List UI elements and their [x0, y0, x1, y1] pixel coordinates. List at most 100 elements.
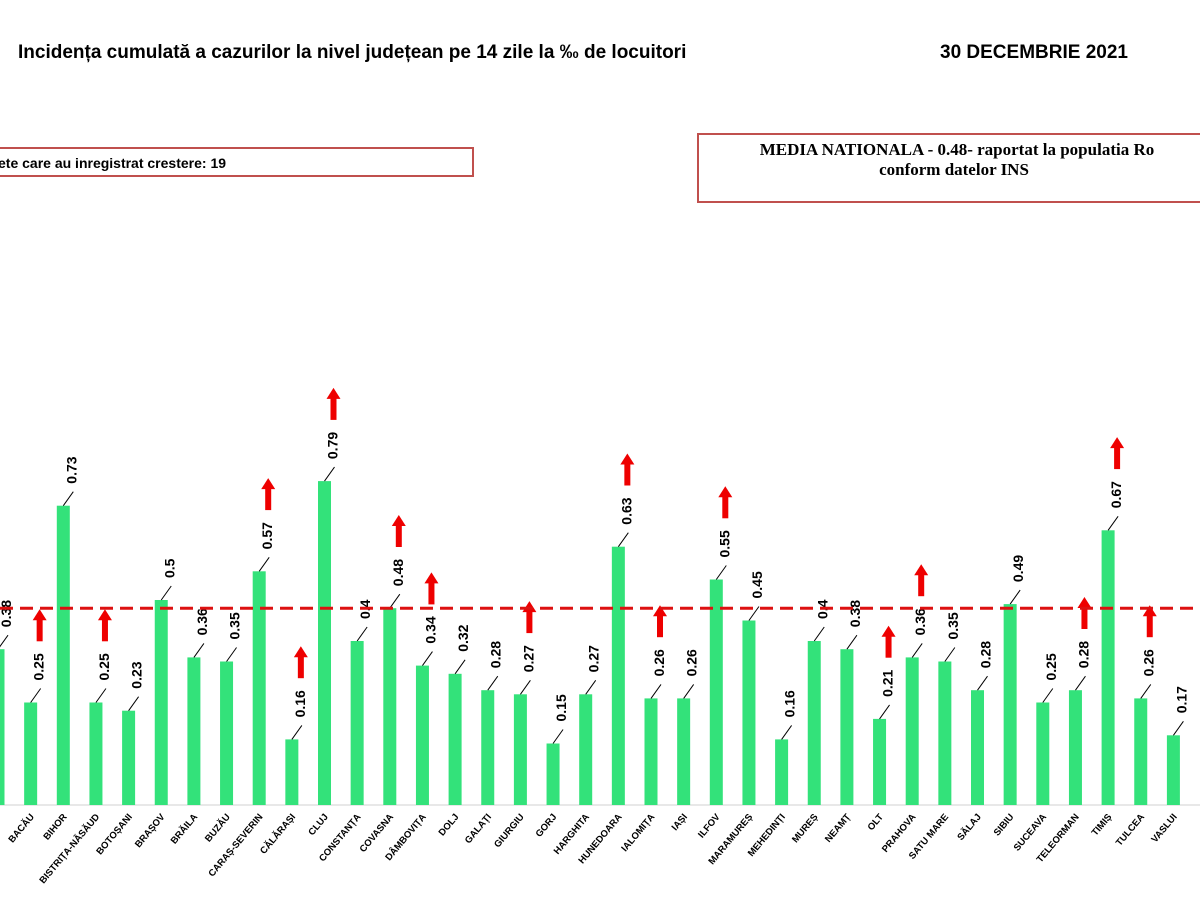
category-label-1: BACĂU: [6, 812, 37, 845]
leader-line-17: [552, 729, 564, 744]
category-label-17: GORJ: [534, 812, 560, 840]
leader-line-8: [258, 557, 270, 572]
leader-line-36: [1172, 721, 1184, 736]
value-label-30: 0.28: [978, 641, 994, 668]
leader-line-18: [585, 680, 597, 695]
value-label-35: 0.26: [1141, 649, 1157, 676]
increase-arrow-head-20: [653, 605, 667, 617]
value-label-32: 0.25: [1043, 653, 1059, 680]
bar-12: [383, 608, 397, 805]
category-label-31: SIBIU: [992, 812, 1017, 839]
increase-arrow-head-35: [1142, 605, 1157, 617]
leader-line-10: [324, 466, 335, 482]
increase-arrow-shaft-28: [918, 574, 925, 597]
bar-11: [350, 641, 364, 805]
value-label-34: 0.67: [1108, 481, 1124, 508]
bar-31: [1003, 604, 1017, 805]
value-label-15: 0.28: [488, 641, 504, 668]
leader-line-3: [95, 688, 107, 703]
category-label-5: BRAȘOV: [133, 811, 168, 850]
increase-arrow-shaft-34: [1114, 447, 1121, 470]
leader-line-14: [454, 659, 466, 675]
increase-arrow-shaft-1: [36, 619, 43, 642]
leader-line-5: [160, 585, 172, 601]
value-label-4: 0.23: [129, 661, 145, 688]
increase-arrow-shaft-9: [297, 656, 304, 679]
chart-title: Incidența cumulată a cazurilor la nivel …: [18, 42, 687, 63]
increase-arrow-head-27: [881, 625, 896, 637]
bar-25: [807, 641, 821, 805]
bar-34: [1101, 530, 1115, 805]
bar-23: [742, 620, 756, 805]
category-label-16: GIURGIU: [492, 812, 527, 850]
increase-arrow-shaft-16: [526, 611, 533, 634]
leader-line-12: [389, 593, 401, 609]
category-label-7: BUZĂU: [203, 812, 233, 845]
leader-line-26: [846, 634, 858, 650]
bar-29: [938, 661, 952, 805]
national-average-box: MEDIA NATIONALA - 0.48- raportat la popu…: [697, 133, 1200, 203]
leader-line-15: [487, 675, 499, 691]
increase-arrow-shaft-20: [657, 615, 663, 638]
leader-line-22: [715, 565, 727, 580]
bar-36: [1166, 735, 1180, 805]
category-label-35: TULCEA: [1114, 812, 1147, 849]
increase-arrow-head-8: [261, 478, 276, 490]
increase-arrow-head-19: [620, 453, 635, 465]
leader-line-25: [813, 626, 825, 642]
value-label-0: 0.38: [0, 600, 14, 627]
value-label-19: 0.63: [618, 497, 634, 524]
value-label-3: 0.25: [96, 653, 112, 680]
leader-line-27: [879, 704, 890, 720]
bar-24: [775, 739, 789, 805]
bar-33: [1068, 690, 1082, 805]
increase-arrow-shaft-12: [395, 525, 402, 547]
report-date: 30 DECEMBRIE 2021: [940, 42, 1128, 63]
bar-17: [546, 743, 560, 805]
increase-arrow-shaft-3: [101, 619, 108, 642]
bar-1: [24, 702, 38, 805]
leader-line-1: [30, 688, 42, 703]
increase-arrow-head-12: [391, 515, 406, 526]
leader-line-30: [977, 675, 988, 691]
category-label-36: VASLUI: [1149, 812, 1179, 845]
value-label-21: 0.26: [684, 649, 700, 676]
increase-arrow-shaft-13: [428, 582, 435, 605]
category-label-22: ILFOV: [696, 811, 723, 840]
increase-arrow-head-9: [293, 646, 308, 658]
leader-line-32: [1042, 688, 1054, 703]
bar-6: [187, 657, 201, 805]
leader-line-2: [62, 491, 74, 506]
increase-arrow-shaft-8: [265, 488, 272, 511]
bar-3: [89, 702, 103, 805]
value-label-23: 0.45: [749, 571, 765, 598]
category-label-6: BRĂILA: [169, 812, 201, 847]
category-label-15: GALAȚI: [463, 812, 494, 846]
value-label-28: 0.36: [912, 608, 928, 635]
category-label-25: MUREȘ: [790, 812, 820, 845]
increase-arrow-shaft-33: [1081, 607, 1088, 629]
leader-line-23: [748, 606, 760, 621]
value-label-29: 0.35: [945, 612, 961, 639]
bar-20: [644, 698, 658, 805]
increase-arrow-shaft-35: [1146, 615, 1153, 638]
bar-10: [318, 481, 331, 805]
value-label-5: 0.5: [161, 558, 177, 578]
bar-22: [709, 579, 723, 805]
bar-13: [415, 665, 429, 805]
bar-9: [285, 739, 299, 805]
leader-line-34: [1107, 516, 1119, 531]
leader-line-19: [617, 532, 629, 547]
increase-arrow-head-28: [914, 564, 929, 576]
value-label-16: 0.27: [520, 645, 536, 672]
category-label-21: IAȘI: [670, 812, 690, 833]
bar-21: [677, 698, 691, 805]
bar-5: [154, 600, 168, 805]
bar-8: [252, 571, 266, 805]
bar-4: [122, 710, 136, 805]
value-label-26: 0.38: [847, 600, 863, 627]
leader-line-16: [519, 680, 531, 695]
value-label-10: 0.79: [325, 432, 341, 459]
national-average-line1: MEDIA NATIONALA - 0.48- raportat la popu…: [759, 140, 1155, 159]
